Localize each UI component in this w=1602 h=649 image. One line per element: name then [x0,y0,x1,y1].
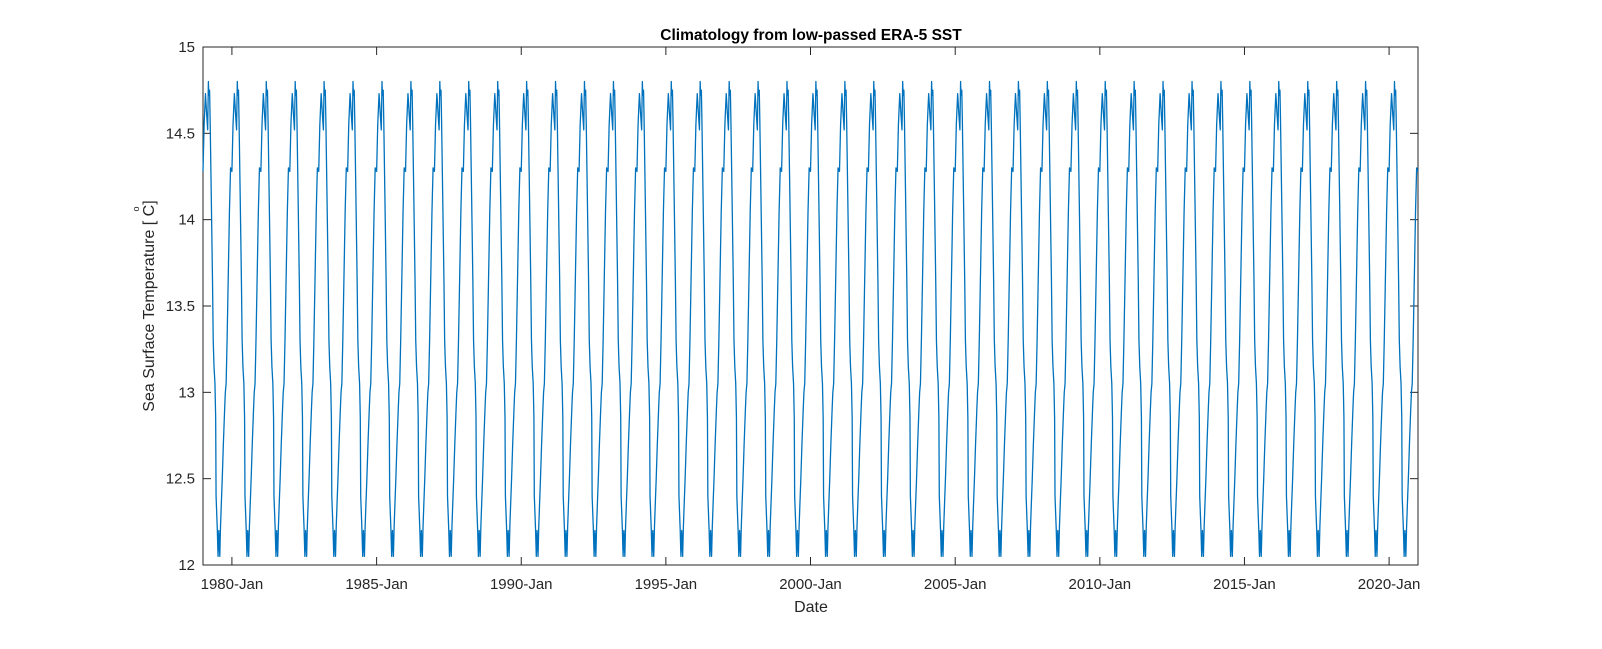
x-tick-label: 2000-Jan [779,576,842,593]
sst-climatology-series-line [202,80,1419,558]
y-tick-label: 13 [178,384,195,401]
chart-title: Climatology from low-passed ERA-5 SST [660,27,962,44]
degree-symbol: o [131,206,141,211]
x-axis-label: Date [794,599,828,616]
x-tick-label: 2010-Jan [1069,576,1132,593]
x-tick-label: 2020-Jan [1358,576,1421,593]
y-tick-label: 12.5 [166,471,195,488]
y-tick-label: 14.5 [166,125,195,142]
y-tick-label: 15 [178,39,195,56]
x-tick-label: 1985-Jan [345,576,408,593]
x-tick-label: 1990-Jan [490,576,553,593]
x-tick-label: 1995-Jan [635,576,698,593]
x-tick-label: 2015-Jan [1213,576,1276,593]
x-tick-label: 2005-Jan [924,576,987,593]
y-tick-label: 12 [178,557,195,574]
plot-area: 12 12.5 13 13.5 14 14.5 15 1980-Jan 1985-Jan 1990… [166,39,1421,593]
y-tick-label: 13.5 [166,298,195,315]
y-tick-label: 14 [178,212,195,229]
x-tick-label: 1980-Jan [201,576,264,593]
y-axis-label: Sea Surface Temperature [ C] [141,200,158,411]
